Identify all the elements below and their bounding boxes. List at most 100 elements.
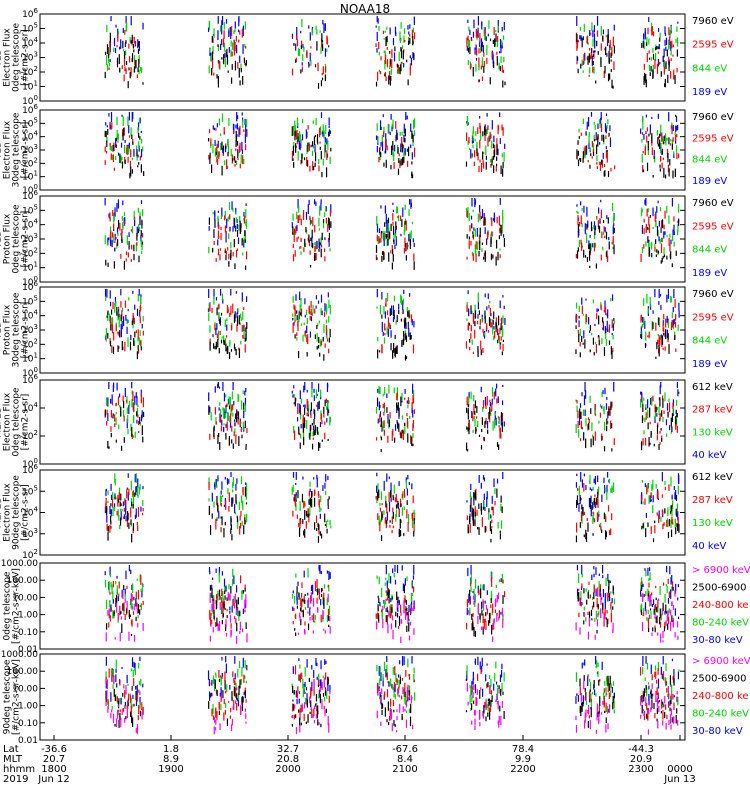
data-point (395, 612, 396, 616)
data-point (482, 243, 483, 245)
data-point (413, 238, 414, 242)
data-point (643, 430, 644, 434)
data-point (678, 220, 679, 226)
data-point (669, 36, 670, 45)
data-point (658, 407, 659, 415)
data-point (115, 669, 116, 673)
data-point (476, 29, 477, 38)
data-point (648, 628, 649, 632)
data-point (302, 62, 303, 65)
data-point (232, 569, 233, 577)
data-point (403, 331, 404, 337)
data-point (215, 479, 216, 485)
data-point (386, 223, 387, 233)
data-point (208, 392, 209, 401)
data-point (221, 491, 222, 495)
data-point (582, 507, 583, 516)
legend-entry: 7960 eV (692, 112, 734, 123)
data-point (470, 333, 471, 339)
data-point (671, 50, 672, 55)
data-point (403, 608, 404, 614)
data-point (502, 315, 503, 323)
data-point (669, 234, 670, 238)
data-point (603, 135, 604, 142)
data-point (112, 324, 113, 333)
data-point (596, 344, 597, 353)
data-point (664, 211, 665, 219)
data-point (225, 394, 226, 397)
data-point (595, 431, 596, 440)
data-point (491, 141, 492, 149)
data-point (653, 54, 654, 60)
data-point (294, 596, 295, 604)
data-point (470, 587, 471, 592)
data-point (319, 142, 320, 144)
data-point (610, 48, 611, 50)
data-point (138, 507, 139, 517)
data-point (138, 49, 139, 54)
data-point (380, 305, 381, 314)
data-point (325, 206, 326, 212)
data-point (487, 232, 488, 235)
data-point (209, 691, 210, 700)
data-point (209, 49, 210, 53)
data-point (405, 129, 406, 137)
data-point (222, 495, 223, 497)
data-point (229, 342, 230, 346)
data-point (497, 442, 498, 447)
data-point (503, 36, 504, 40)
data-point (482, 348, 483, 353)
data-point (107, 501, 108, 503)
data-point (124, 498, 125, 505)
data-point (651, 243, 652, 246)
data-point (300, 31, 301, 33)
y-axis-label: 90deg telescope[#/cm2-s-sr-keV] (3, 659, 22, 735)
data-point (405, 243, 406, 251)
data-point (584, 534, 585, 537)
data-point (294, 229, 295, 235)
data-point (579, 627, 580, 634)
data-point (671, 418, 672, 427)
data-point (381, 491, 382, 500)
data-point (481, 387, 482, 392)
data-point (142, 242, 143, 245)
data-point (315, 163, 316, 168)
data-point (477, 241, 478, 250)
data-point (405, 355, 406, 361)
data-point (304, 157, 305, 160)
data-point (470, 492, 471, 498)
data-point (642, 154, 643, 163)
data-point (383, 306, 384, 314)
data-point (122, 591, 123, 599)
data-point (481, 610, 482, 615)
data-point (500, 66, 501, 71)
data-point (137, 414, 138, 417)
data-point (304, 382, 305, 390)
data-point (379, 503, 380, 506)
data-point (326, 35, 327, 43)
data-point (139, 119, 140, 122)
data-point (113, 224, 114, 230)
data-point (136, 233, 137, 241)
data-point (123, 116, 124, 126)
data-point (603, 589, 604, 597)
data-point (240, 511, 241, 516)
data-point (659, 347, 660, 357)
data-point (407, 433, 408, 442)
data-point (579, 35, 580, 39)
data-point (578, 613, 579, 617)
data-point (300, 501, 301, 511)
data-point (217, 591, 218, 601)
data-point (113, 413, 114, 415)
data-point (324, 584, 325, 588)
data-point (580, 27, 581, 31)
data-point (654, 444, 655, 447)
data-point (110, 143, 111, 147)
data-point (137, 351, 138, 359)
data-point (377, 137, 378, 143)
data-point (589, 165, 590, 169)
data-point (218, 249, 219, 256)
data-point (486, 497, 487, 507)
data-point (595, 81, 596, 84)
data-point (114, 611, 115, 616)
